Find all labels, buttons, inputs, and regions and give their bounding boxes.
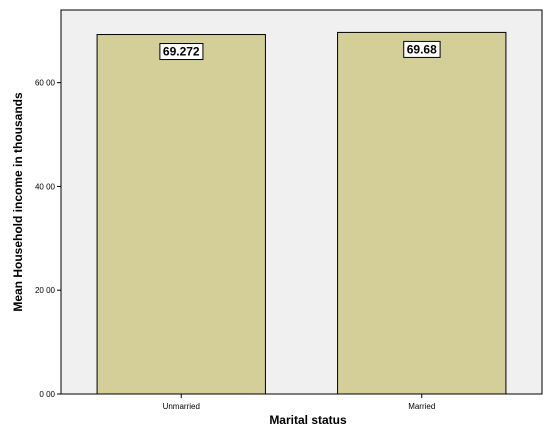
y-tick-label: 20 00 xyxy=(35,286,56,295)
data-label-text: 69.272 xyxy=(163,45,200,59)
x-tick-label: Unmarried xyxy=(163,402,200,411)
y-axis-title: Mean Household income in thousands xyxy=(11,92,25,312)
x-tick-label: Married xyxy=(408,402,435,411)
x-axis-ticks: Unmarried Married xyxy=(163,394,435,411)
y-tick-label: 0 00 xyxy=(39,390,55,399)
data-label: 69.68 xyxy=(403,40,441,58)
data-label-box xyxy=(403,40,441,58)
bar-unmarried xyxy=(96,34,266,395)
y-axis-ticks: 0 00 20 00 40 00 60 00 xyxy=(35,79,61,399)
bar-married xyxy=(337,31,507,395)
y-tick-label: 60 00 xyxy=(35,79,56,88)
y-tick-label: 40 00 xyxy=(35,182,56,191)
data-label-box xyxy=(159,43,204,61)
data-label-text: 69.68 xyxy=(407,42,437,56)
data-label: 69.272 xyxy=(159,43,204,61)
x-axis-title: Marital status xyxy=(269,413,347,427)
